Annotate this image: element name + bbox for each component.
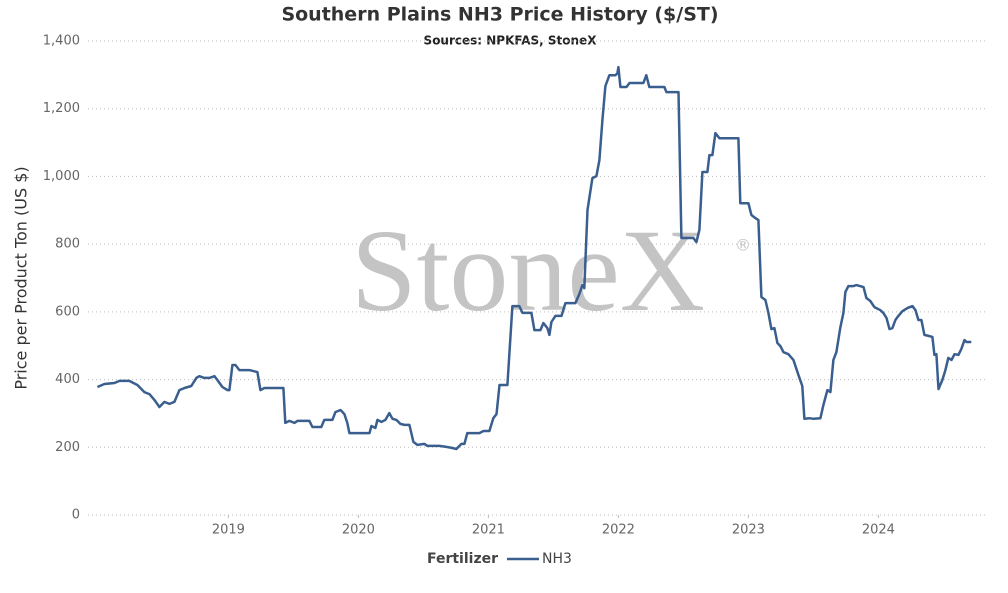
chart-title: Southern Plains NH3 Price History ($/ST) <box>281 4 718 26</box>
y-tick-label: 800 <box>55 237 80 252</box>
y-tick-label: 1,000 <box>43 169 80 184</box>
legend-label: NH3 <box>542 551 572 567</box>
y-axis-label: Price per Product Ton (US $) <box>12 166 31 389</box>
y-tick-label: 1,400 <box>43 34 80 49</box>
y-tick-label: 400 <box>55 372 80 387</box>
y-tick-label: 0 <box>72 508 80 523</box>
legend-title: Fertilizer <box>427 551 498 567</box>
y-tick-label: 200 <box>55 440 80 455</box>
x-tick-label: 2020 <box>342 523 375 538</box>
y-tick-label: 1,200 <box>43 101 80 116</box>
x-tick-label: 2022 <box>602 523 635 538</box>
x-tick-label: 2024 <box>862 523 895 538</box>
watermark-symbol: ® <box>735 236 751 255</box>
x-tick-label: 2023 <box>732 523 765 538</box>
x-tick-label: 2021 <box>472 523 505 538</box>
watermark: StoneX <box>351 205 705 336</box>
chart-subtitle: Sources: NPKFAS, StoneX <box>424 34 598 48</box>
series-line <box>96 65 972 451</box>
x-tick-label: 2019 <box>212 523 245 538</box>
y-tick-label: 600 <box>55 304 80 319</box>
